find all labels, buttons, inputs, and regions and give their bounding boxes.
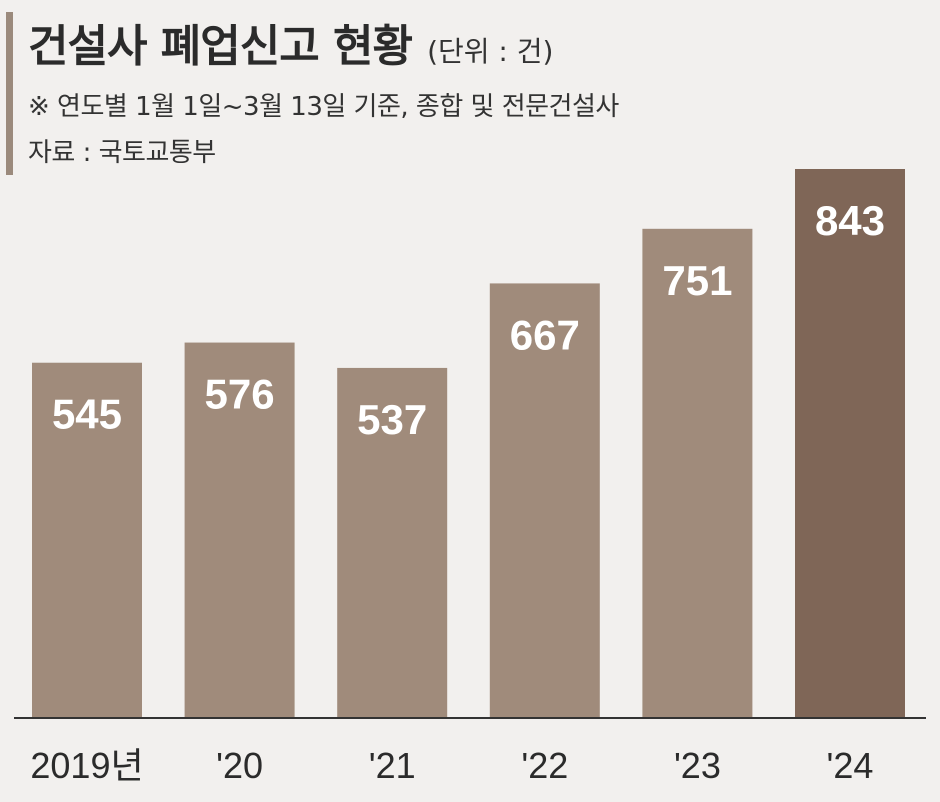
- bar-2: [337, 367, 448, 717]
- title-accent-bar: [6, 12, 13, 175]
- x-axis-label-0: 2019년: [30, 745, 143, 786]
- chart-source: 자료 : 국토교통부: [28, 138, 216, 168]
- chart-unit: (단위 : 건): [427, 35, 554, 68]
- bar-value-label-4: 751: [662, 257, 732, 304]
- chart-note: ※ 연도별 1월 1일~3월 13일 기준, 종합 및 전문건설사: [28, 92, 619, 122]
- bar-4: [642, 228, 753, 717]
- bar-1: [184, 342, 295, 717]
- bar-value-label-0: 545: [52, 391, 122, 438]
- bar-5: [795, 169, 905, 717]
- chart-title: 건설사 폐업신고 현황: [28, 21, 413, 72]
- x-axis-label-2: '21: [369, 745, 416, 786]
- x-axis-label-4: '23: [674, 745, 721, 786]
- bar-0: [32, 362, 142, 717]
- x-axis-label-3: '22: [521, 745, 568, 786]
- x-axis-label-1: '20: [216, 745, 263, 786]
- bar-value-label-1: 576: [205, 371, 275, 418]
- bar-3: [489, 283, 600, 717]
- bar-value-label-2: 537: [357, 396, 427, 443]
- bar-value-label-3: 667: [510, 311, 580, 358]
- x-axis-label-5: '24: [827, 745, 874, 786]
- chart-title-row: 건설사 폐업신고 현황 (단위 : 건): [28, 10, 553, 74]
- bar-value-label-5: 843: [815, 197, 885, 244]
